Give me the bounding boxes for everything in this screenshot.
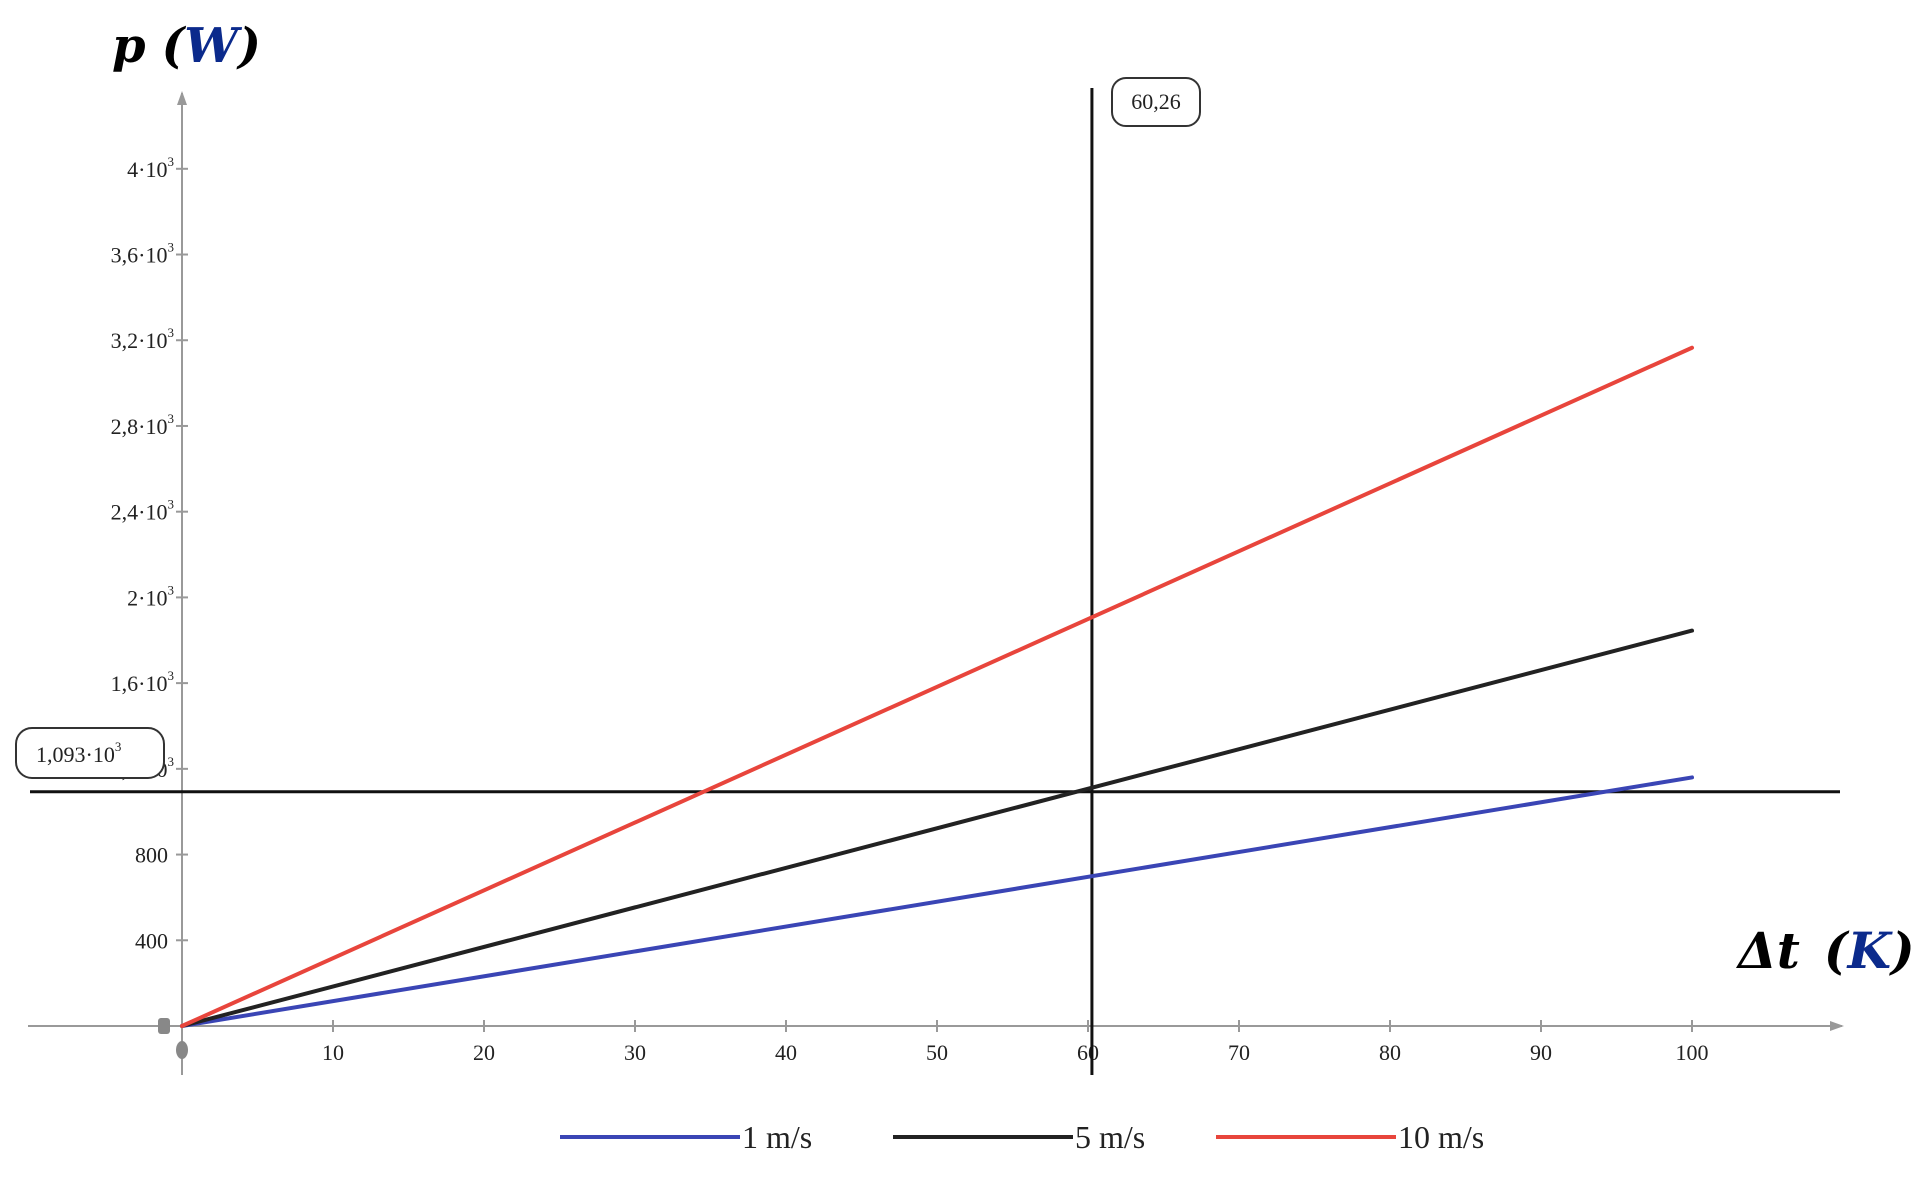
y-tick-label: 2,8·103 [111,411,174,439]
x-tick-label: 60 [1077,1040,1099,1065]
origin-marker-y [176,1041,188,1059]
series-line-3 [180,345,1694,1028]
series-lines [180,345,1694,1028]
y-tick-label: 2·103 [127,582,174,610]
y-tick-label: 400 [135,928,168,953]
vertical-reference-callout: 60,26 [1111,77,1201,127]
y-tick-label: 2,4·103 [111,497,174,525]
x-tick-label: 100 [1676,1040,1709,1065]
series-line-2 [180,628,1694,1028]
x-tick-label: 80 [1379,1040,1401,1065]
x-tick-label: 10 [322,1040,344,1065]
y-tick-label: 1,6·103 [111,668,174,696]
y-tick-label: 4·103 [127,154,174,182]
y-tick-label: 3,6·103 [111,240,174,268]
series-line-1 [180,775,1694,1028]
vertical-reference-label: 60,26 [1131,89,1181,114]
x-tick-label: 30 [624,1040,646,1065]
legend: 1 m/s 5 m/s 10 m/s [560,1119,1484,1155]
legend-label: 5 m/s [1075,1119,1145,1155]
y-tick-label: 3,2·103 [111,325,174,353]
x-tick-label: 70 [1228,1040,1250,1065]
legend-label: 10 m/s [1398,1119,1484,1155]
y-axis-ticks: 4008001,2·1031,6·1032·1032,4·1032,8·1033… [111,154,188,953]
x-tick-label: 20 [473,1040,495,1065]
y-tick-label: 800 [135,843,168,868]
legend-label: 1 m/s [742,1119,812,1155]
x-tick-label: 50 [926,1040,948,1065]
horizontal-reference-callout: 1,093·103 [15,727,165,779]
x-tick-label: 90 [1530,1040,1552,1065]
origin-marker [158,1018,170,1034]
y-axis-title: p (W) [112,18,261,74]
x-axis-title: Δt (K) [1735,921,1915,980]
x-tick-label: 40 [775,1040,797,1065]
x-axis-ticks: 10 20 30 40 50 60 70 80 90 100 [322,1020,1709,1065]
horizontal-reference-label: 1,093·103 [36,739,121,767]
